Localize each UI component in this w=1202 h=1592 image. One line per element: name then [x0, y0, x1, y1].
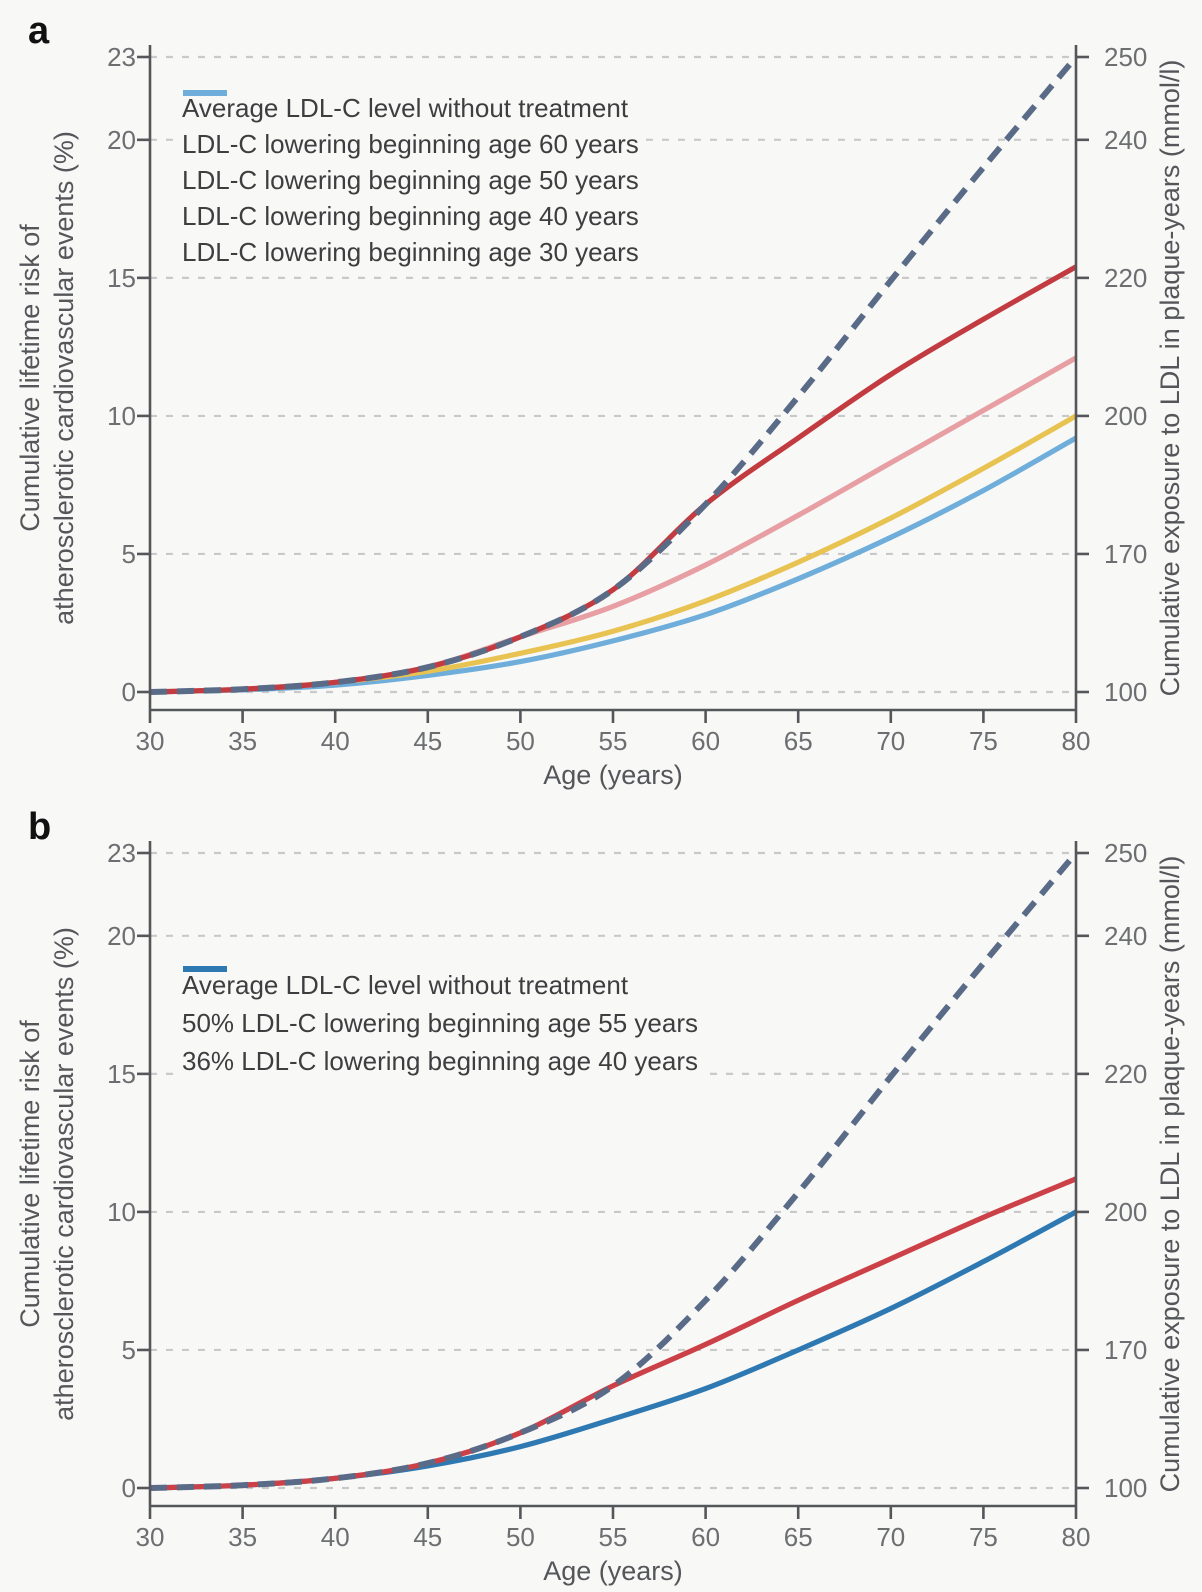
legend-item: Average LDL-C level without treatment: [182, 966, 698, 1004]
y-axis-left-tick-label: 0: [122, 677, 136, 707]
legend-item: LDL-C lowering beginning age 50 years: [182, 90, 639, 198]
x-axis-tick-label: 35: [228, 1522, 257, 1552]
x-axis-tick-label: 30: [136, 1522, 165, 1552]
x-axis-tick-label: 80: [1062, 726, 1091, 756]
x-axis-tick-label: 35: [228, 726, 257, 756]
y-axis-left-tick-label: 5: [122, 539, 136, 569]
x-axis-tick-label: 65: [784, 726, 813, 756]
x-axis-tick-label: 60: [691, 726, 720, 756]
x-axis-tick-label: 70: [876, 726, 905, 756]
x-axis-tick-label: 65: [784, 1522, 813, 1552]
legend-item: LDL-C lowering beginning age 40 years: [182, 90, 639, 234]
y-axis-right-tick-label: 100: [1104, 677, 1147, 707]
y-axis-left-tick-label: 10: [107, 1197, 136, 1227]
chart-svg-b: 0 5 10 15 20 23 100 170 200 220 240 250 30 35 40 45 50 55…: [15, 838, 1185, 1586]
y-axis-left-tick-label: 10: [107, 401, 136, 431]
x-axis-tick-label: 70: [876, 1522, 905, 1552]
x-axis-tick-label: 50: [506, 726, 535, 756]
x-axis-title: Age (years): [543, 1556, 683, 1586]
x-axis-tick-label: 50: [506, 1522, 535, 1552]
y-axis-right-tick-label: 220: [1104, 1059, 1147, 1089]
x-axis-tick-label: 55: [599, 726, 628, 756]
legend-a: Average LDL-C level without treatment LDL…: [182, 88, 645, 272]
x-axis-tick-label: 40: [321, 1522, 350, 1552]
series-curve-b: [149, 1176, 1077, 1491]
chart-b: 0 5 10 15 20 23 100 170 200 220 240 250 30 35 40 45 50 55…: [0, 796, 1202, 1592]
legend-b: Average LDL-C level without treatment 50%…: [182, 964, 704, 1082]
y-axis-left-tick-label: 20: [107, 125, 136, 155]
y-axis-right-tick-label: 200: [1104, 1197, 1147, 1227]
y-axis-right-tick-label: 250: [1104, 838, 1147, 868]
x-axis-tick-label: 55: [599, 1522, 628, 1552]
y-axis-right-tick-label: 100: [1104, 1473, 1147, 1503]
y-axis-right-tick-label: 170: [1104, 1335, 1147, 1365]
y-axis-right-title: Cumulative exposure to LDL in plaque-yea…: [1155, 60, 1185, 697]
legend-item: Average LDL-C level without treatment: [182, 90, 639, 126]
legend-item-label: Average LDL-C level without treatment: [182, 93, 629, 123]
panel-b: b 0 5 10 15 20 23 100 170 200 220 240 250 30 35 40 45 50…: [0, 796, 1202, 1592]
y-axis-left-tick-label: 15: [107, 1059, 136, 1089]
series-curve-a: [149, 55, 1079, 695]
y-axis-left-tick-label: 23: [107, 42, 136, 72]
legend-item-label: LDL-C lowering beginning age 50 years: [182, 165, 639, 195]
y-axis-right-tick-label: 220: [1104, 263, 1147, 293]
y-axis-right-tick-label: 250: [1104, 42, 1147, 72]
series-curve-a: [149, 264, 1078, 695]
x-axis-tick-label: 60: [691, 1522, 720, 1552]
legend-item: 36% LDL-C lowering beginning age 40 year…: [182, 966, 698, 1080]
x-axis-tick-label: 45: [413, 1522, 442, 1552]
x-axis-tick-label: 40: [321, 726, 350, 756]
series-curve-b: [149, 851, 1079, 1491]
legend-item: LDL-C lowering beginning age 60 years: [182, 90, 639, 162]
y-axis-left-tick-label: 0: [122, 1473, 136, 1503]
legend-item: LDL-C lowering beginning age 30 years: [182, 90, 639, 270]
y-axis-left-tick-label: 15: [107, 263, 136, 293]
series-curve-a: [149, 435, 1078, 695]
legend-item-label: LDL-C lowering beginning age 30 years: [182, 237, 639, 267]
legend-item-label: 50% LDL-C lowering beginning age 55 year…: [182, 1008, 698, 1038]
y-axis-left-tick-label: 23: [107, 838, 136, 868]
legend-item-label: Average LDL-C level without treatment: [182, 970, 629, 1000]
panel-a: a 0 5 10 15 20 23 100 170 200 220 240 250 30 35 40 45 50…: [15, 10, 1185, 790]
y-axis-right-tick-label: 200: [1104, 401, 1147, 431]
legend-item-label: 36% LDL-C lowering beginning age 40 year…: [182, 1046, 698, 1076]
x-axis-tick-label: 75: [969, 726, 998, 756]
legend-swatch-icon: [183, 966, 227, 972]
x-axis-tick-label: 75: [969, 1522, 998, 1552]
legend-item: 50% LDL-C lowering beginning age 55 year…: [182, 966, 698, 1042]
y-axis-right-tick-label: 240: [1104, 921, 1147, 951]
legend-item-label: LDL-C lowering beginning age 40 years: [182, 201, 639, 231]
legend-item-label: LDL-C lowering beginning age 60 years: [182, 129, 639, 159]
x-axis-tick-label: 30: [136, 726, 165, 756]
chart-svg-a: 0 5 10 15 20 23 100 170 200 220 240 250 30 35 40 45 50 55…: [15, 42, 1185, 790]
chart-a: 0 5 10 15 20 23 100 170 200 220 240 250 30 35 40 45 50 55…: [15, 42, 1185, 790]
y-axis-right-tick-label: 240: [1104, 125, 1147, 155]
x-axis-tick-label: 80: [1062, 1522, 1091, 1552]
y-axis-right-title: Cumulative exposure to LDL in plaque-yea…: [1155, 856, 1185, 1493]
x-axis-tick-label: 45: [413, 726, 442, 756]
panel-b-label: b: [28, 806, 52, 848]
legend-swatch-icon: [183, 90, 227, 96]
y-axis-left-tick-label: 5: [122, 1335, 136, 1365]
y-axis-left-title: Cumulative lifetime risk of atherosclerot…: [15, 927, 79, 1421]
y-axis-left-title: Cumulative lifetime risk of atherosclerot…: [15, 131, 79, 625]
y-axis-right-tick-label: 170: [1104, 539, 1147, 569]
x-axis-title: Age (years): [543, 760, 683, 790]
panel-a-label: a: [28, 10, 50, 52]
y-axis-left-tick-label: 20: [107, 921, 136, 951]
